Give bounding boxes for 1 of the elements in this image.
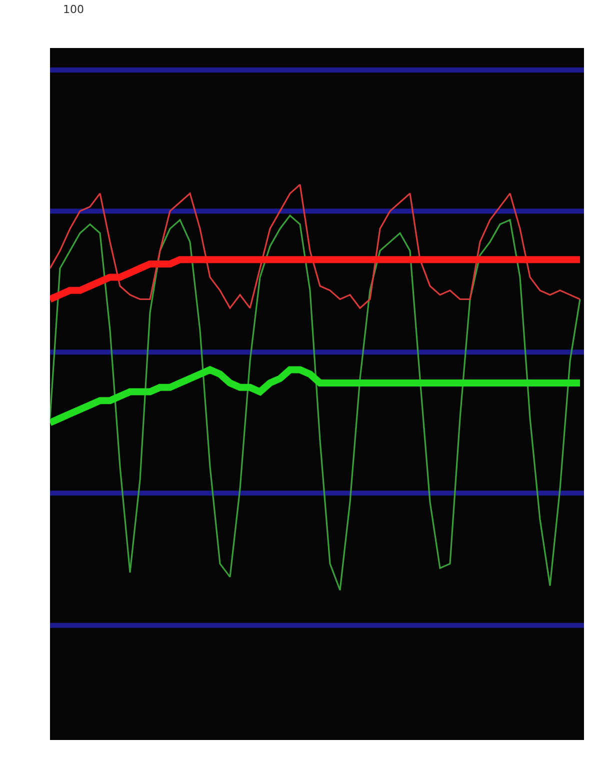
- text: 100: [63, 3, 84, 16]
